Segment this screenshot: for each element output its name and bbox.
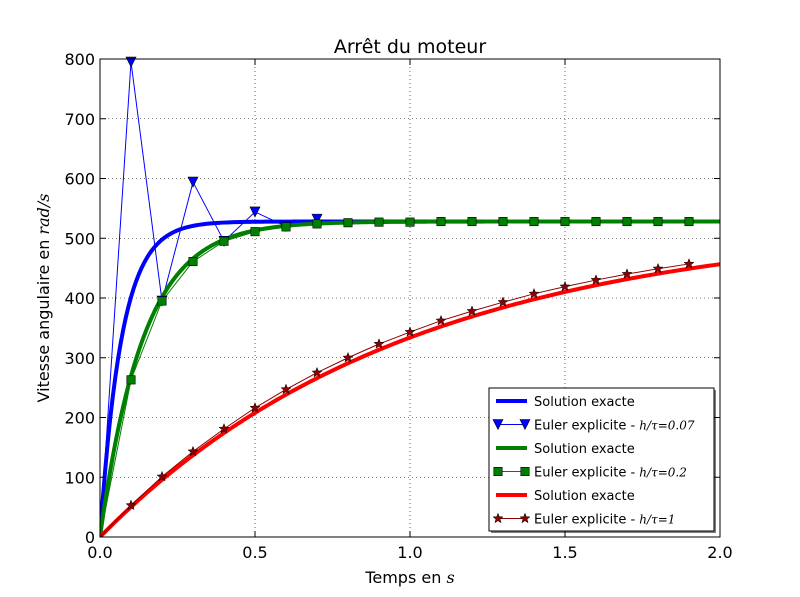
legend: Solution exacte Euler explicite - h/τ=0.0… <box>488 387 716 533</box>
legend-marker <box>492 419 504 431</box>
data-point-star <box>404 326 416 337</box>
data-point-square <box>560 217 570 227</box>
data-point-star <box>187 445 199 457</box>
ticks: 0.0 0.5 1.0 1.5 2.0 0 100 200 300 400 500 600 700 800 <box>64 50 732 562</box>
data-point-square <box>312 219 322 229</box>
data-point-square <box>591 217 601 227</box>
legend-marker <box>519 512 531 524</box>
data-point-star <box>466 305 478 316</box>
y-tick-label: 700 <box>64 110 95 129</box>
data-point-star <box>373 338 385 349</box>
legend-box <box>488 387 715 532</box>
x-tick-label: 0.5 <box>242 543 267 562</box>
data-point-square <box>498 217 508 227</box>
legend-marker <box>492 512 504 524</box>
chart-title: Arrêt du moteur <box>334 36 487 58</box>
data-point-square <box>467 217 477 227</box>
x-tick-label: 1.5 <box>552 543 577 562</box>
data-point-star <box>559 280 571 292</box>
data-point-square <box>653 217 663 227</box>
data-point-star <box>435 314 447 326</box>
y-axis-label: Vitesse angulaire en rad/s <box>34 194 53 403</box>
x-tick-label: 0.0 <box>87 543 112 562</box>
legend-marker <box>493 466 503 476</box>
markers-layer <box>125 56 695 511</box>
y-tick-label: 800 <box>64 50 95 69</box>
y-tick-label: 200 <box>64 409 95 428</box>
data-point-square <box>684 217 694 227</box>
data-point-star <box>218 422 230 434</box>
data-point-square <box>374 217 384 227</box>
data-point-square <box>622 217 632 227</box>
data-point-star <box>249 402 261 413</box>
data-point-star <box>311 366 323 378</box>
y-tick-label: 500 <box>64 229 95 248</box>
y-tick-label: 400 <box>64 289 95 308</box>
data-point-star <box>497 296 509 307</box>
series-line-exact-4 <box>100 262 720 537</box>
data-point-square <box>250 227 260 237</box>
data-point-star <box>280 383 292 395</box>
y-tick-label: 300 <box>64 349 95 368</box>
data-point-star <box>125 499 137 511</box>
data-point-square <box>219 236 229 246</box>
data-point-triangle-down <box>249 206 261 218</box>
data-point-star <box>683 258 695 269</box>
data-point-triangle-down <box>187 176 199 188</box>
series-line-euler-1 <box>100 61 318 537</box>
data-point-triangle-down <box>311 213 323 225</box>
legend-label: Euler explicite - h/τ=1 <box>534 513 675 528</box>
data-point-star <box>652 262 664 274</box>
data-point-square <box>188 257 198 267</box>
data-point-square <box>529 217 539 227</box>
data-point-square <box>157 296 167 306</box>
data-point-square <box>343 218 353 228</box>
y-tick-label: 600 <box>64 170 95 189</box>
series-line-euler-5 <box>100 263 690 537</box>
data-point-star <box>156 470 168 482</box>
data-point-star <box>590 274 602 285</box>
y-tick-label: 0 <box>85 528 95 547</box>
y-tick-label: 100 <box>64 468 95 487</box>
data-point-square <box>405 217 415 227</box>
legend-label: Solution exacte <box>534 395 635 410</box>
data-point-square <box>126 375 136 385</box>
data-point-star <box>621 268 633 279</box>
x-axis-label: Temps en s <box>364 568 454 587</box>
legend-label: Solution exacte <box>534 489 635 504</box>
data-point-square <box>281 222 291 232</box>
legend-label: Solution exacte <box>534 442 635 457</box>
legend-marker <box>520 466 530 476</box>
data-point-star <box>342 351 354 363</box>
data-point-star <box>528 287 540 299</box>
series-line-euler-3 <box>100 221 689 537</box>
legend-marker <box>519 419 531 431</box>
x-tick-label: 2.0 <box>707 543 732 562</box>
legend-label: Euler explicite - h/τ=0.2 <box>534 466 687 481</box>
data-point-square <box>436 217 446 227</box>
x-tick-label: 1.0 <box>397 543 422 562</box>
legend-label: Euler explicite - h/τ=0.07 <box>534 419 695 434</box>
